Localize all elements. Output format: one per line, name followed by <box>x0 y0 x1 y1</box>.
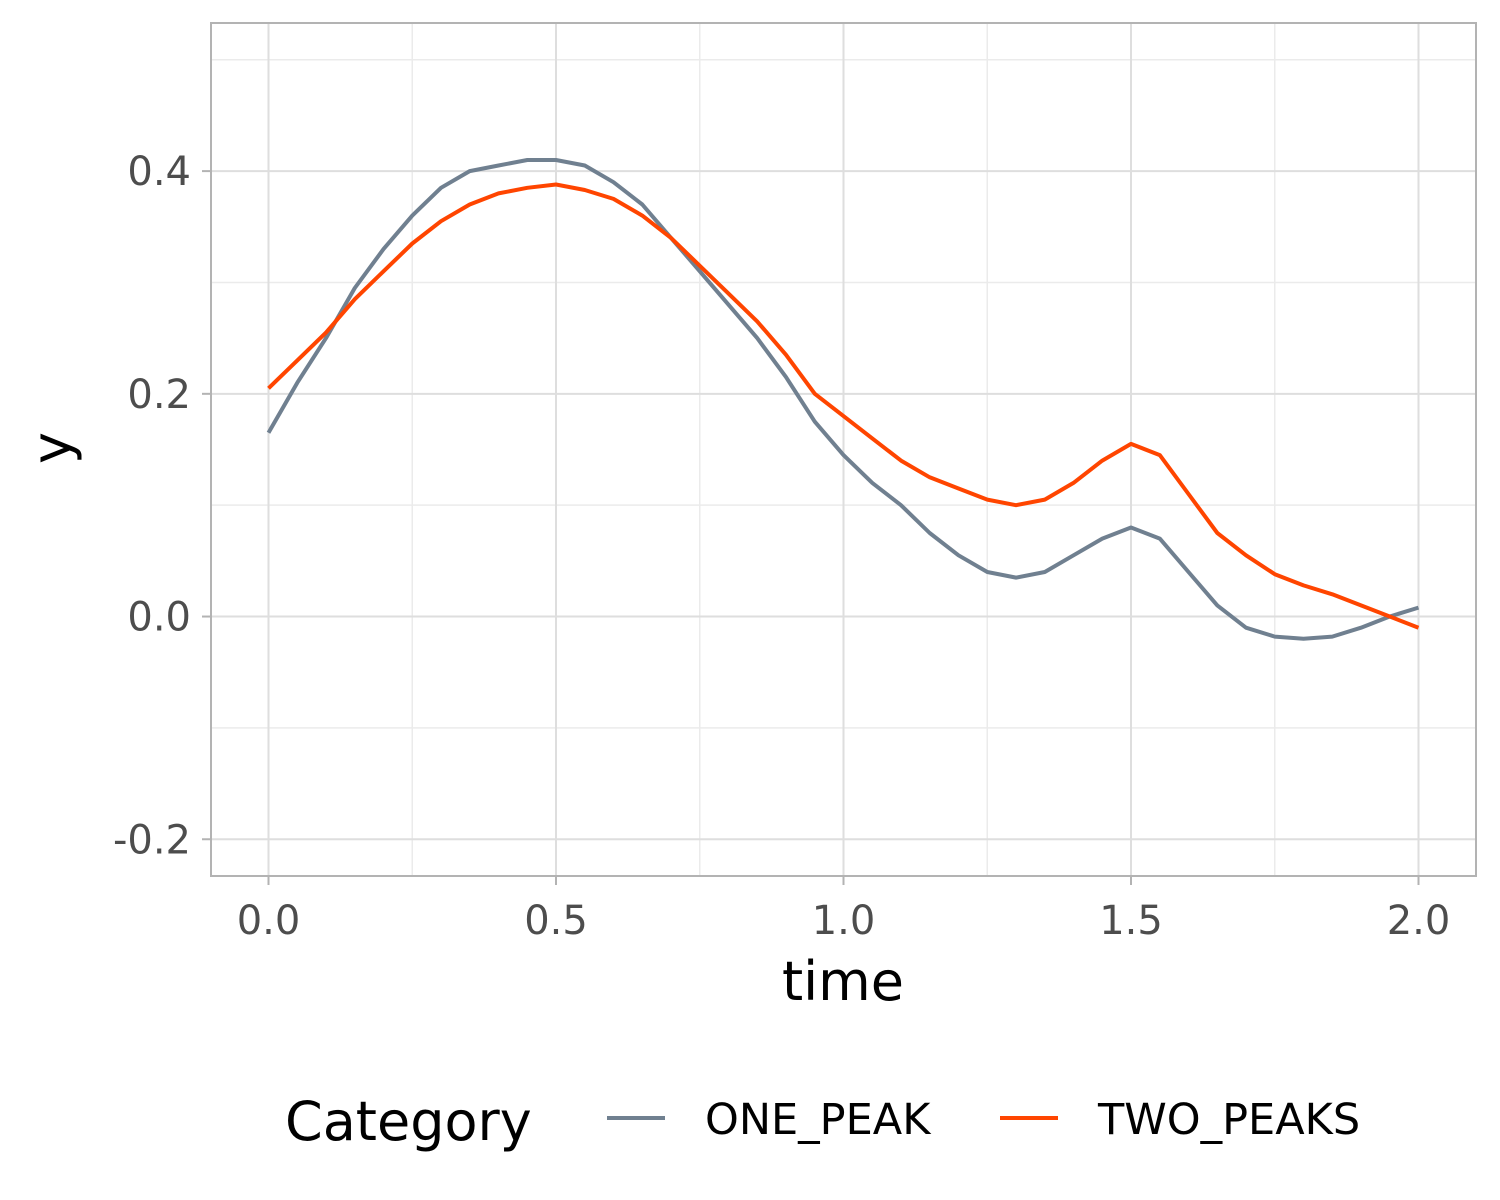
y-tick-label: 0.0 <box>127 595 191 641</box>
y-tick-label: 0.4 <box>127 149 191 195</box>
x-tick-label: 0.5 <box>524 898 588 944</box>
legend-label-two-peaks: TWO_PEAKS <box>1097 1095 1360 1145</box>
x-tick-label: 1.5 <box>1099 898 1163 944</box>
legend-label-one-peak: ONE_PEAK <box>705 1095 932 1145</box>
y-tick-label: 0.2 <box>127 372 191 418</box>
legend: Category ONE_PEAK TWO_PEAKS <box>285 1090 1360 1153</box>
x-tick-label: 2.0 <box>1387 898 1451 944</box>
y-axis-ticks: -0.2 0.0 0.2 0.4 <box>113 149 211 863</box>
legend-items: ONE_PEAK TWO_PEAKS <box>607 1095 1360 1145</box>
x-axis-title: time <box>782 950 904 1013</box>
series-one-peak <box>266 158 1420 641</box>
series-line-two-peaks <box>267 182 1420 630</box>
x-tick-label: 1.0 <box>812 898 876 944</box>
y-axis-title: y <box>20 432 83 464</box>
x-axis-ticks: 0.0 0.5 1.0 1.5 2.0 <box>237 876 1451 944</box>
y-tick-label: -0.2 <box>113 817 191 863</box>
legend-item-one-peak: ONE_PEAK <box>607 1095 932 1145</box>
x-tick-label: 0.0 <box>237 898 301 944</box>
series-line-one-peak <box>266 158 1420 641</box>
legend-title: Category <box>285 1090 532 1153</box>
series-two-peaks <box>267 182 1420 630</box>
major-gridlines <box>211 23 1476 876</box>
legend-item-two-peaks: TWO_PEAKS <box>1000 1095 1360 1145</box>
series-layer <box>266 158 1420 641</box>
